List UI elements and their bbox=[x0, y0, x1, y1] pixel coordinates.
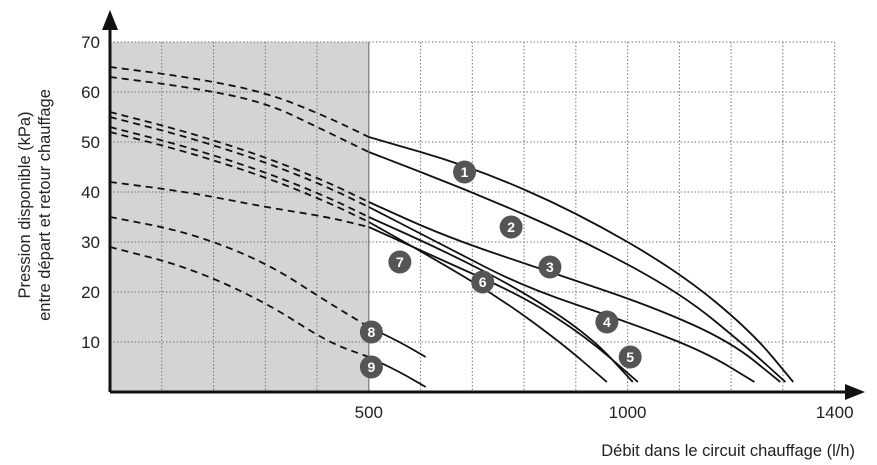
shaded-region bbox=[110, 42, 369, 392]
series-5-dashed-line bbox=[109, 126, 370, 218]
series-9-badge bbox=[359, 355, 383, 379]
y-tick-label: 10 bbox=[81, 333, 100, 352]
tick-labels: 10 20 30 40 50 60 70 500 1000 1400 bbox=[81, 33, 853, 422]
y-axis-label: Pression disponible (kPa) entre départ e… bbox=[16, 89, 54, 321]
series-4-badge-label: 4 bbox=[603, 314, 611, 330]
series-2-solid-line bbox=[368, 151, 787, 383]
series-2-badge bbox=[499, 215, 523, 239]
series-6-badge-label: 6 bbox=[479, 274, 487, 290]
series-4-solid-line bbox=[368, 206, 755, 383]
series-6-badge bbox=[471, 270, 495, 294]
series-7-badge bbox=[388, 250, 412, 274]
series-6-solid-line bbox=[368, 221, 608, 383]
x-tick-label: 500 bbox=[355, 403, 383, 422]
x-tick-label: 1400 bbox=[816, 403, 854, 422]
series-5-badge-label: 5 bbox=[626, 349, 634, 365]
x-axis-label: Débit dans le circuit chauffage (l/h) bbox=[601, 442, 855, 460]
y-axis-label-line-1: Pression disponible (kPa) bbox=[16, 111, 34, 298]
series-9-badge-label: 9 bbox=[367, 359, 375, 375]
series-3-badge bbox=[538, 255, 562, 279]
series-3-dashed-line bbox=[109, 111, 370, 203]
series-8-badge bbox=[359, 320, 383, 344]
y-axis-arrow bbox=[102, 10, 118, 30]
series-1-badge-label: 1 bbox=[461, 164, 469, 180]
x-axis-arrow bbox=[845, 384, 865, 400]
y-tick-label: 70 bbox=[81, 33, 100, 52]
series-8-badge-label: 8 bbox=[367, 324, 375, 340]
series-9-dashed-line bbox=[109, 246, 370, 358]
series-4-badge bbox=[595, 310, 619, 334]
series-7-badge-label: 7 bbox=[396, 254, 404, 270]
grid bbox=[110, 41, 836, 392]
axes bbox=[102, 10, 865, 400]
series-1-badge bbox=[453, 160, 477, 184]
y-axis-label-line-2: entre départ et retour chauffage bbox=[36, 89, 54, 321]
series-1-solid-line bbox=[368, 136, 794, 383]
y-tick-label: 60 bbox=[81, 83, 100, 102]
x-tick-label: 1000 bbox=[609, 403, 647, 422]
series-7-dashed-line bbox=[109, 181, 370, 228]
y-tick-label: 30 bbox=[81, 233, 100, 252]
y-tick-label: 20 bbox=[81, 283, 100, 302]
series-7-solid-line bbox=[368, 226, 639, 383]
series-3-badge-label: 3 bbox=[546, 259, 554, 275]
y-tick-label: 40 bbox=[81, 183, 100, 202]
series-1-dashed-line bbox=[109, 66, 370, 138]
series-4-dashed-line bbox=[109, 116, 370, 208]
series-2-dashed-line bbox=[109, 76, 370, 153]
y-tick-label: 50 bbox=[81, 133, 100, 152]
series-2-badge-label: 2 bbox=[507, 219, 515, 235]
curves bbox=[109, 66, 794, 388]
series-8-dashed-line bbox=[109, 216, 370, 328]
series-6-dashed-line bbox=[109, 131, 370, 223]
series-badges: 1 2 3 4 5 6 7 8 9 bbox=[359, 160, 642, 379]
series-3-solid-line bbox=[368, 201, 781, 383]
series-5-badge bbox=[618, 345, 642, 369]
